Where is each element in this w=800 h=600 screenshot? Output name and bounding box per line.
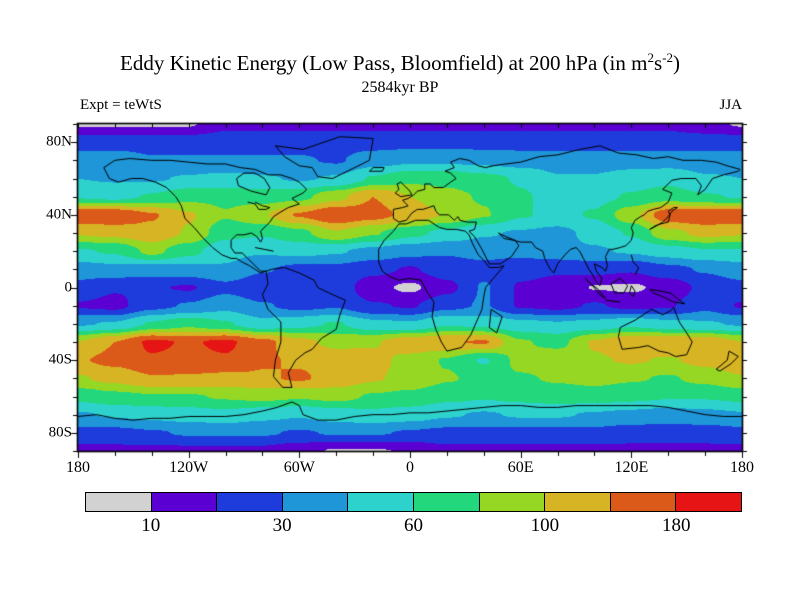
colorbar-label: 10 — [141, 515, 161, 536]
y-axis-label: 0 — [64, 279, 73, 295]
y-axis-label: 80S — [48, 424, 72, 441]
title-text: Eddy Kinetic Energy (Low Pass, Bloomfiel… — [120, 51, 648, 75]
colorbar-segment — [479, 493, 546, 511]
colorbar-label: 100 — [530, 515, 560, 536]
colorbar-segment — [413, 493, 480, 511]
y-axis-label: 80N — [46, 133, 72, 150]
season-label: JJA — [719, 97, 742, 113]
x-axis-label: 60W — [283, 459, 315, 476]
title-superscript-neg: -2 — [662, 50, 673, 65]
y-axis-label: 40N — [46, 206, 72, 223]
title-superscript: 2 — [647, 50, 654, 65]
colorbar-segment — [676, 493, 741, 511]
x-axis-label: 120E — [614, 459, 649, 476]
colorbar-segment — [610, 493, 677, 511]
colorbar-segment — [282, 493, 349, 511]
y-axis-label: 40S — [48, 351, 72, 368]
colorbar-segment — [151, 493, 218, 511]
colorbar-segment — [217, 493, 283, 511]
colorbar-label: 60 — [404, 515, 423, 536]
colorbar-segment — [348, 493, 414, 511]
experiment-label: Expt = teWtS — [80, 97, 162, 113]
x-axis-label: 0 — [406, 459, 414, 476]
colorbar — [85, 492, 742, 512]
x-axis-label: 180 — [730, 459, 754, 476]
colorbar-label: 180 — [662, 515, 691, 536]
colorbar-label: 30 — [272, 515, 292, 536]
subtitle-time-label: 2584kyr BP — [361, 79, 439, 96]
page-title: Eddy Kinetic Energy (Low Pass, Bloomfiel… — [120, 50, 680, 75]
x-axis-label: 60E — [507, 459, 534, 476]
colorbar-segment — [545, 493, 611, 511]
x-axis-label: 120W — [169, 459, 209, 476]
x-axis-label: 180 — [66, 459, 90, 476]
colorbar-segment — [86, 493, 152, 511]
